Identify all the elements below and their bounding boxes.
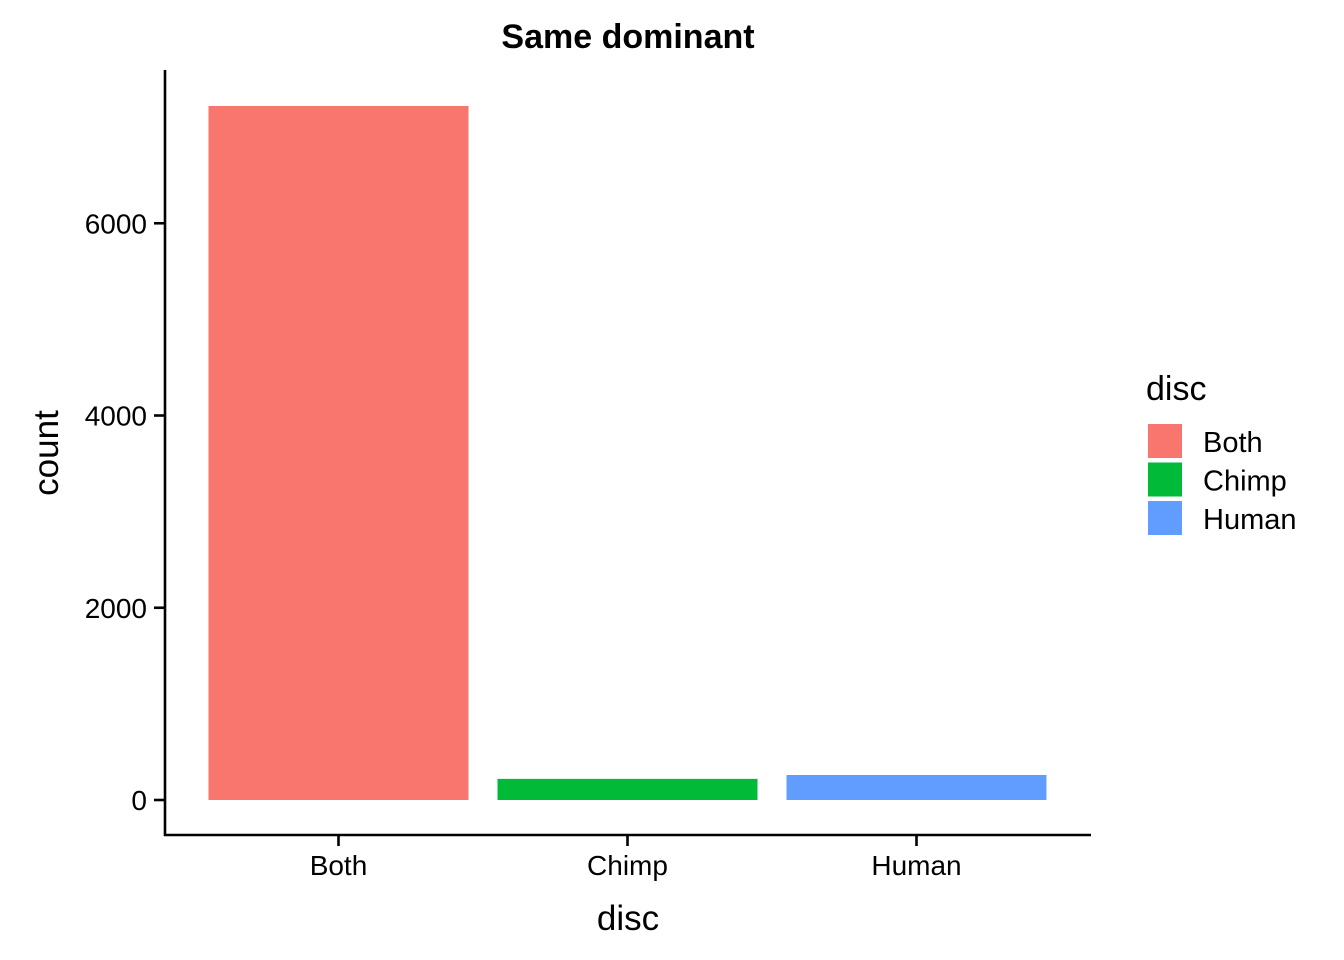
y-axis-ticks: 0 2000 4000 6000	[85, 208, 165, 816]
legend-key-chimp	[1148, 462, 1182, 497]
legend-label: Chimp	[1203, 466, 1287, 498]
bar-human	[786, 775, 1047, 800]
legend-key-human	[1148, 501, 1182, 535]
x-tick-label: Both	[310, 850, 368, 881]
legend-label: Both	[1203, 427, 1263, 459]
x-axis-ticks: Both Chimp Human	[310, 835, 962, 881]
bars	[208, 106, 1047, 800]
x-tick-label: Human	[871, 850, 961, 881]
bar-both	[208, 106, 469, 800]
legend-title: disc	[1146, 370, 1206, 408]
x-axis-title: disc	[597, 899, 659, 938]
y-tick-label: 4000	[85, 401, 147, 432]
y-tick-label: 0	[131, 785, 147, 816]
y-axis-title: count	[27, 410, 66, 496]
bar-chimp	[497, 778, 758, 800]
legend-key-both	[1148, 424, 1182, 458]
legend-items: Both Chimp Human	[1148, 424, 1297, 536]
chart-title: Same dominant	[501, 18, 754, 56]
legend: disc Both Chimp Human	[1146, 370, 1297, 536]
y-tick-label: 6000	[85, 208, 147, 239]
y-tick-label: 2000	[85, 593, 147, 624]
x-tick-label: Chimp	[587, 850, 668, 881]
legend-label: Human	[1203, 504, 1297, 536]
